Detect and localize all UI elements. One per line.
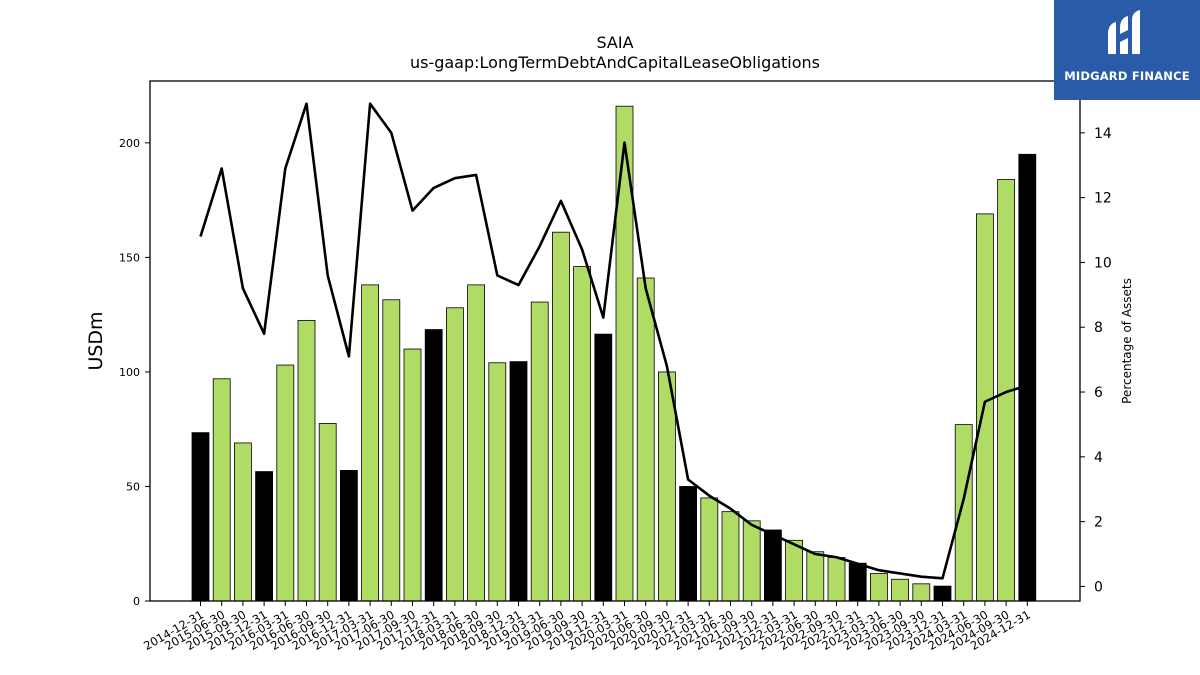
bar-2015-09-30 (233, 442, 252, 602)
bar-2018-12-31 (509, 361, 528, 602)
chart-title: SAIA (596, 33, 633, 52)
bar-2017-06-30 (382, 299, 401, 602)
y-tick-label: 150 (119, 251, 140, 264)
bar-2024-12-31 (1018, 153, 1037, 602)
bar-2018-06-30 (467, 284, 486, 602)
bar-2017-12-31 (424, 329, 443, 602)
bar-2015-12-31 (255, 471, 274, 602)
plot-frame (149, 80, 1081, 602)
bar-2021-06-30 (721, 511, 740, 602)
bar-2017-09-30 (403, 348, 422, 602)
bar-2022-06-30 (806, 551, 825, 602)
bar-group (191, 105, 1037, 602)
y2-axis-label: Percentage of Assets (1120, 278, 1134, 404)
bar-2024-03-31 (954, 424, 973, 602)
logo-text: MIDGARD FINANCE (1064, 69, 1190, 83)
y2-tick-label: 10 (1094, 255, 1112, 271)
y-tick-label: 0 (133, 595, 140, 608)
y2-tick-label: 8 (1094, 320, 1103, 336)
bar-2022-03-31 (785, 539, 803, 602)
bar-2016-06-30 (297, 319, 316, 602)
bar-2019-06-30 (552, 231, 570, 602)
bar-2016-09-30 (318, 423, 337, 602)
bar-2019-12-31 (594, 333, 613, 602)
bar-2021-12-31 (764, 529, 782, 602)
bar-2018-09-30 (488, 362, 507, 602)
bar-2015-06-30 (212, 378, 231, 602)
bar-2020-12-31 (679, 486, 697, 602)
bar-2016-12-31 (339, 470, 358, 602)
bar-2019-03-31 (530, 301, 549, 602)
bar-2023-09-30 (912, 583, 931, 602)
y-tick-label: 50 (126, 480, 140, 493)
y2-tick-label: 4 (1094, 450, 1103, 466)
line-group (199, 102, 1028, 580)
midgard-m-logo-icon (1108, 10, 1140, 54)
y-tick-label: 200 (119, 137, 140, 150)
bar-2020-06-30 (636, 277, 655, 602)
bar-2021-03-31 (700, 497, 719, 602)
bar-2023-03-31 (870, 573, 888, 602)
y2-tick-label: 2 (1094, 515, 1103, 531)
bar-2016-03-31 (276, 364, 295, 602)
bar-2018-03-31 (445, 307, 464, 602)
bar-2022-09-30 (827, 557, 846, 602)
bar-2023-12-31 (933, 585, 952, 602)
y2-tick-label: 14 (1094, 126, 1112, 142)
percentage-of-assets-line (199, 102, 1028, 580)
bar-2017-03-31 (361, 284, 380, 602)
bar-2021-09-30 (742, 520, 761, 602)
bar-2023-06-30 (891, 578, 909, 602)
y2-tick-label: 12 (1094, 191, 1112, 207)
y2-tick-label: 6 (1094, 385, 1103, 401)
bar-2014-12-31 (191, 432, 210, 602)
bar-2020-09-30 (658, 371, 676, 602)
y-tick-label: 100 (119, 366, 140, 379)
bar-2019-09-30 (573, 266, 591, 602)
bar-2022-12-31 (848, 562, 867, 602)
midgard-finance-logo: MIDGARD FINANCE (1054, 0, 1200, 100)
y-axis-label: USDm (85, 311, 107, 370)
chart-subtitle: us-gaap:LongTermDebtAndCapitalLeaseOblig… (410, 53, 820, 72)
y2-tick-label: 0 (1094, 579, 1103, 595)
